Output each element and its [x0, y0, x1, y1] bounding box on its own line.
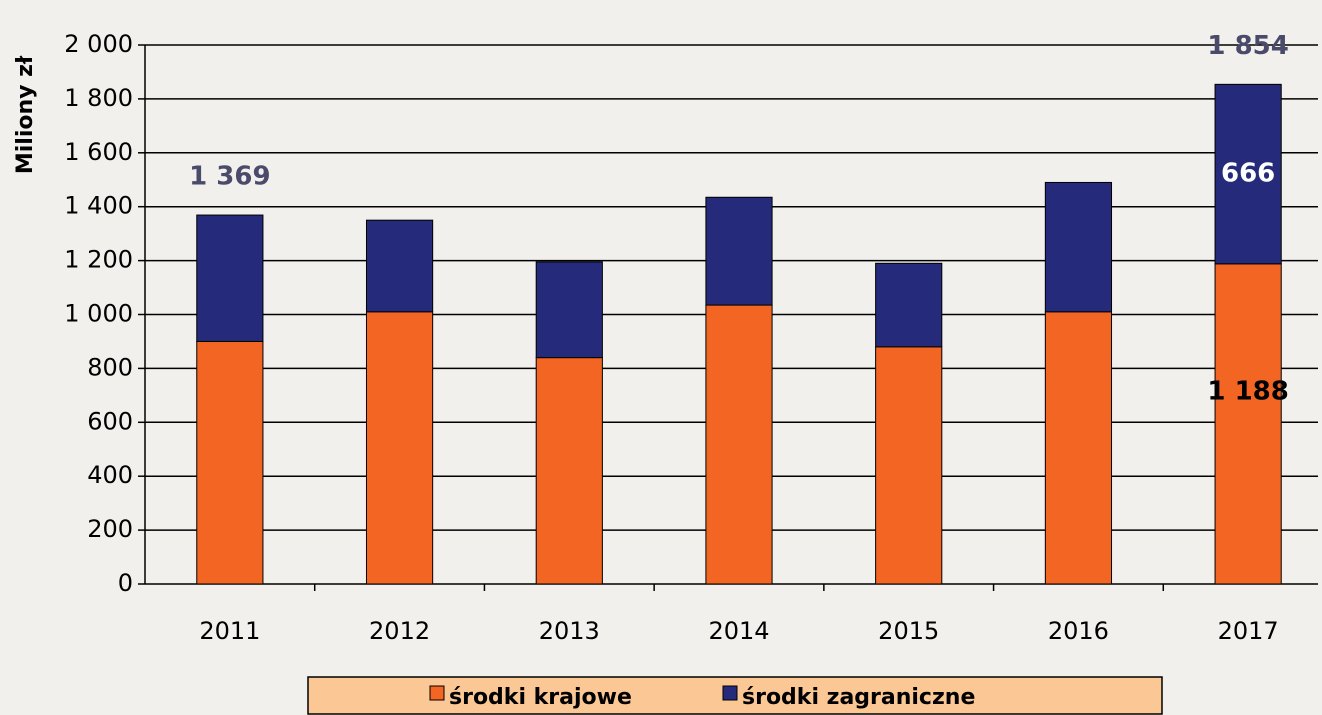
bar-segment	[365, 311, 434, 585]
legend-swatch	[429, 685, 445, 701]
legend-label: środki zagraniczne	[742, 685, 975, 710]
bar-segment	[705, 304, 773, 585]
total-label: 1 369	[189, 162, 270, 192]
bar-segment	[535, 357, 603, 585]
bar-segment	[705, 196, 773, 306]
bar-segment	[1214, 263, 1282, 585]
bar-segment	[1214, 83, 1282, 265]
y-tick-label: 400	[87, 461, 133, 489]
value-label: 666	[1221, 159, 1275, 189]
value-label: 1 188	[1207, 376, 1288, 406]
bar-segment	[875, 346, 943, 585]
y-tick-label: 1 000	[64, 300, 133, 328]
y-tick-label: 2 000	[64, 30, 133, 58]
y-tick-label: 600	[87, 407, 133, 435]
bar-segment	[196, 340, 264, 585]
bar-segment	[1044, 311, 1113, 585]
bar-segment	[1044, 181, 1113, 313]
x-tick-label: 2017	[1218, 617, 1279, 645]
y-tick-label: 200	[87, 515, 133, 543]
bar-segment	[196, 214, 264, 342]
x-tick-label: 2011	[199, 617, 260, 645]
bar-segment	[535, 261, 603, 359]
y-tick-label: 1 400	[64, 192, 133, 220]
bar-segment	[365, 219, 434, 313]
x-tick-label: 2014	[708, 617, 769, 645]
y-tick-label: 0	[118, 569, 133, 597]
legend-label: środki krajowe	[449, 685, 632, 710]
x-tick-label: 2016	[1048, 617, 1109, 645]
x-tick-label: 2012	[369, 617, 430, 645]
y-tick-label: 1 600	[64, 138, 133, 166]
y-axis-title: Miliony zł	[13, 55, 38, 174]
bar-segment	[875, 262, 943, 348]
legend-swatch	[722, 685, 738, 701]
y-tick-label: 1 800	[64, 84, 133, 112]
x-tick-label: 2013	[539, 617, 600, 645]
y-tick-label: 800	[87, 353, 133, 381]
x-tick-label: 2015	[878, 617, 939, 645]
y-tick-label: 1 200	[64, 246, 133, 274]
total-label: 1 854	[1207, 31, 1288, 61]
